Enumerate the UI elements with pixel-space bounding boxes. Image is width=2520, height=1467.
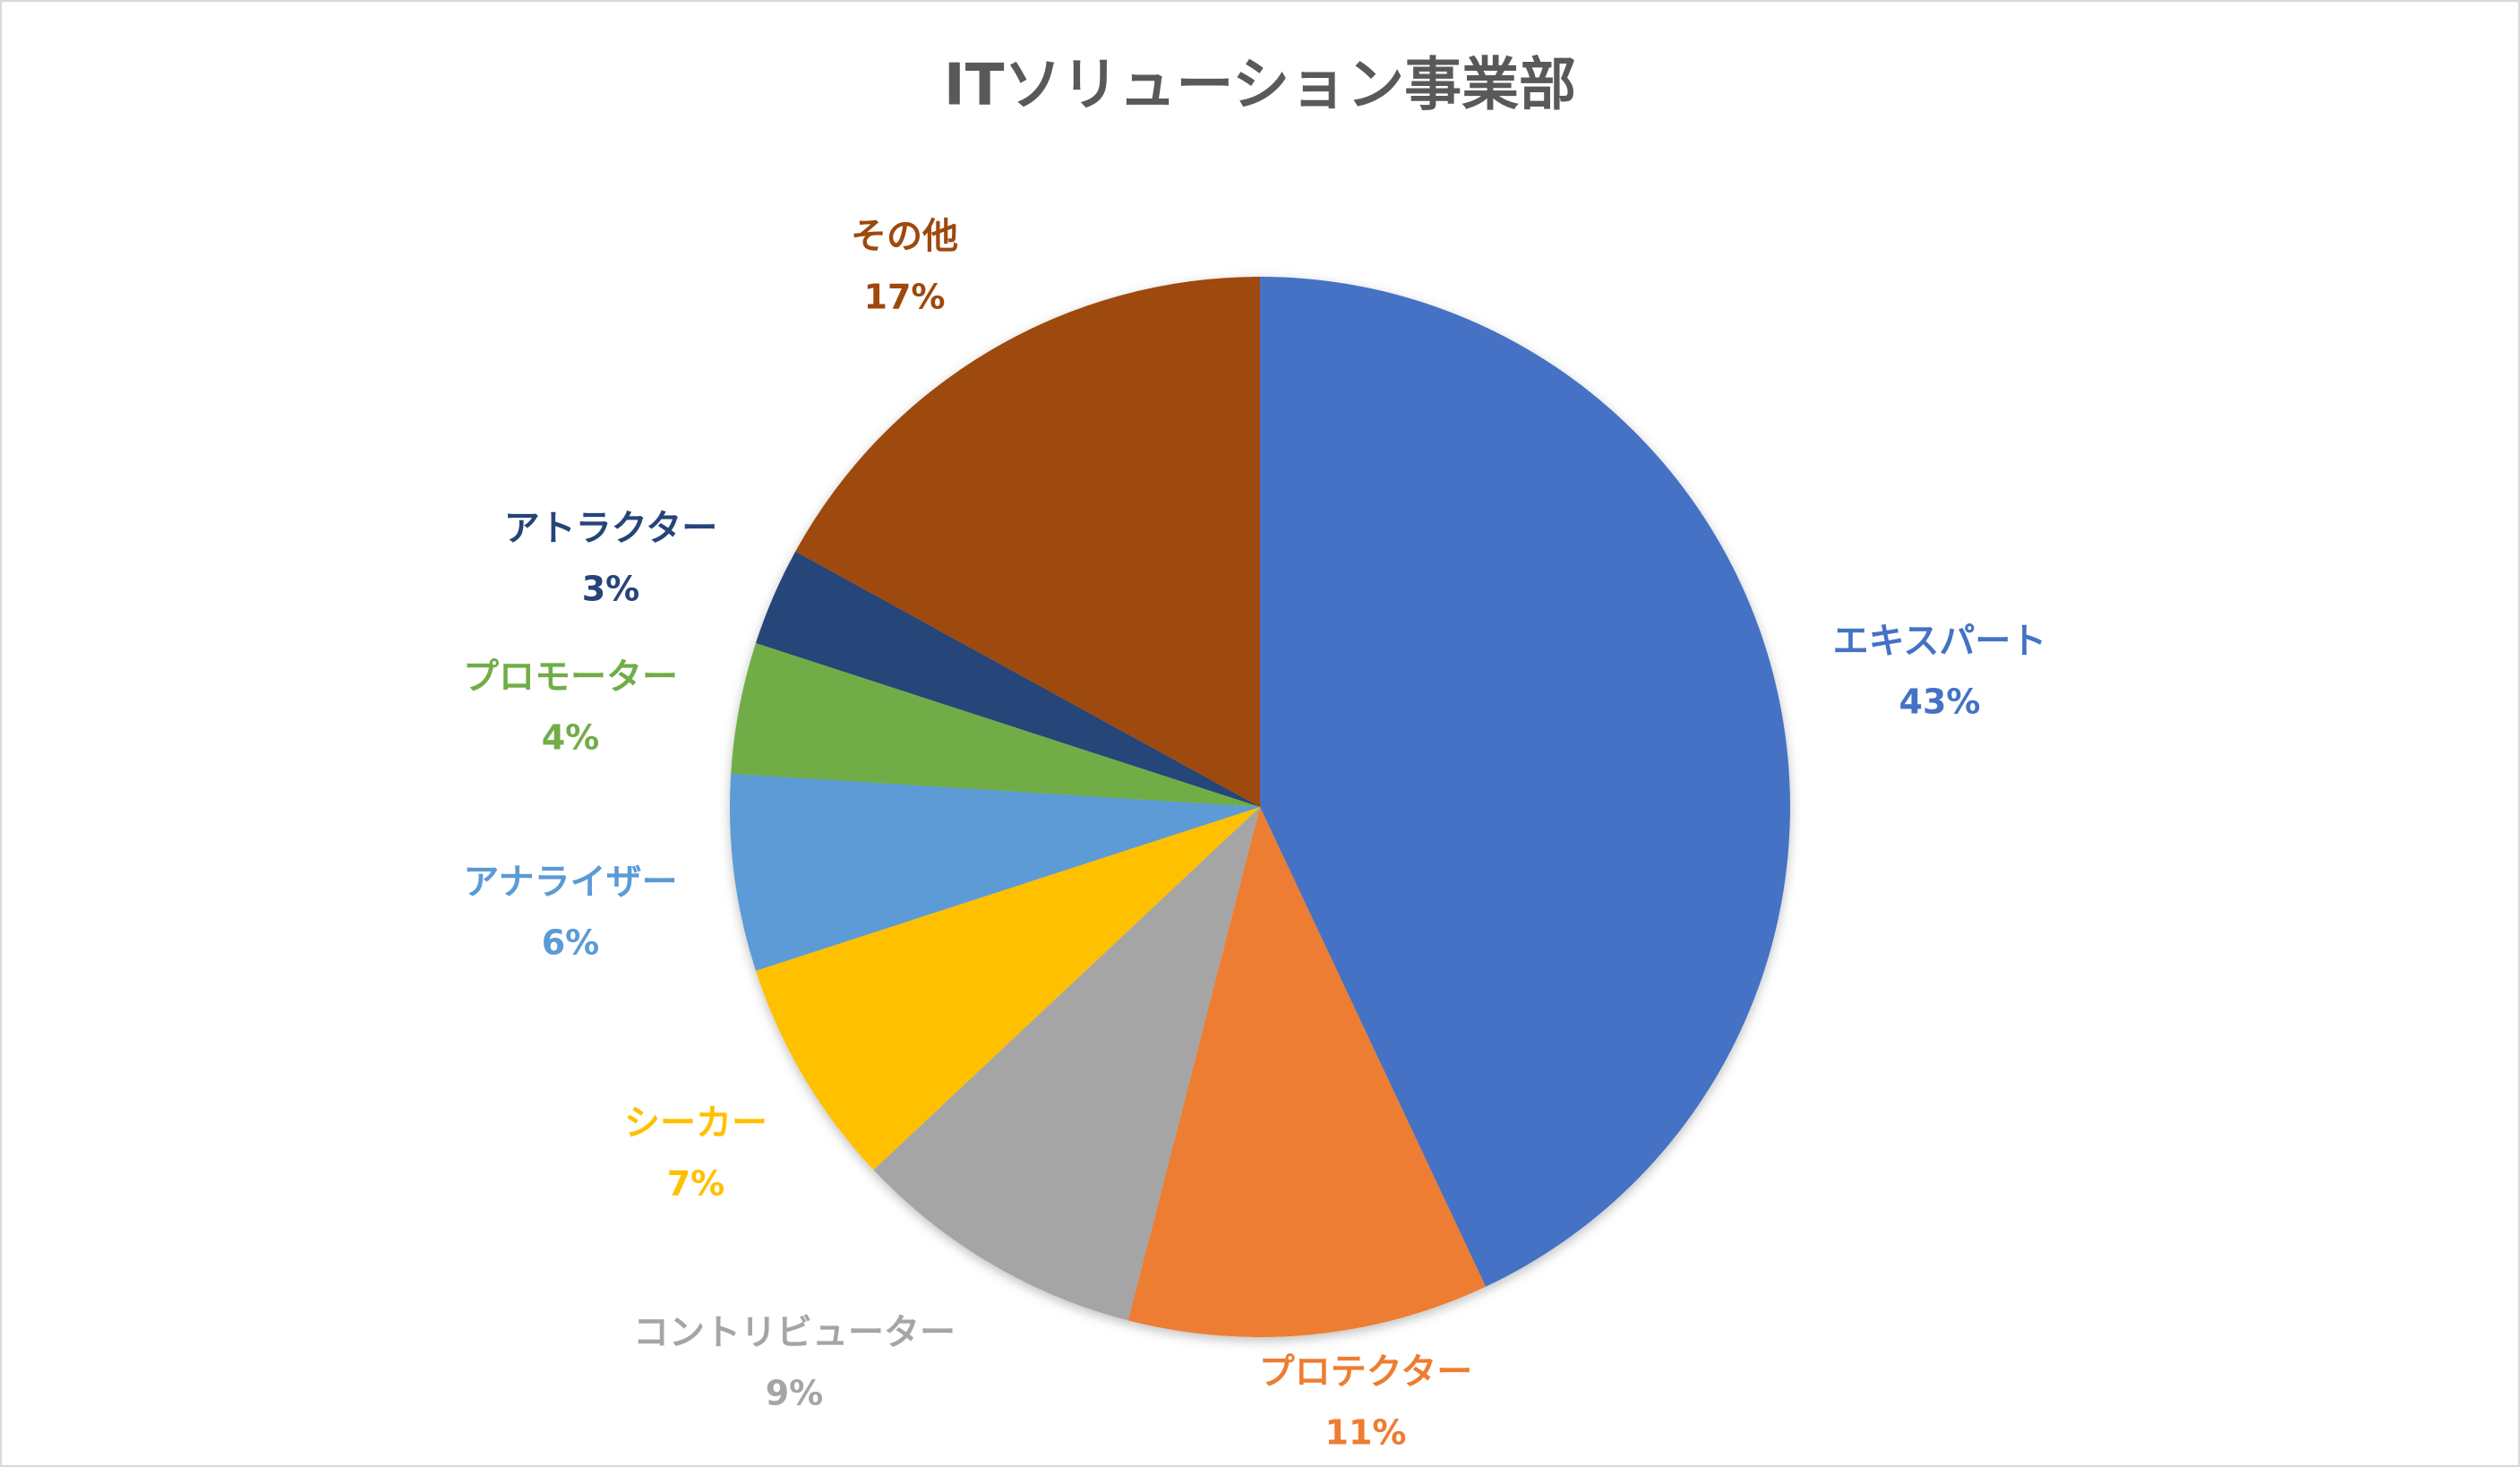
- pie-slice: [1260, 277, 1790, 1287]
- pie: [730, 277, 1790, 1337]
- slice-category-label: エキスパート: [1833, 621, 2047, 662]
- slice-category-label: プロモーター: [463, 656, 678, 698]
- slice-category-label: プロテクター: [1259, 1351, 1472, 1393]
- pie-slice: [873, 807, 1260, 1321]
- slice-category-label: アトラクター: [504, 508, 717, 549]
- slice-category-label: コントリビューター: [633, 1312, 956, 1353]
- slice-category-label: その他: [851, 216, 958, 257]
- slice-value-label: 43%: [1899, 682, 1981, 722]
- pie-slice: [730, 773, 1260, 971]
- pie-slice: [731, 643, 1260, 807]
- slice-category-label: アナライザー: [463, 862, 677, 903]
- pie-slice: [755, 551, 1260, 807]
- slice-value-label: 6%: [542, 923, 600, 963]
- slice-value-label: 7%: [667, 1164, 725, 1204]
- slice-category-label: シーカー: [624, 1102, 767, 1144]
- pie-slice: [755, 807, 1260, 1171]
- slice-value-label: 9%: [766, 1374, 824, 1413]
- slice-value-label: 3%: [582, 570, 640, 609]
- chart-title: ITソリューション事業部: [944, 53, 1576, 119]
- slice-value-label: 11%: [1325, 1413, 1407, 1453]
- pie-slice: [795, 277, 1260, 807]
- slice-value-label: 17%: [864, 278, 946, 317]
- slice-value-label: 4%: [542, 718, 600, 758]
- pie-slice: [1127, 807, 1487, 1337]
